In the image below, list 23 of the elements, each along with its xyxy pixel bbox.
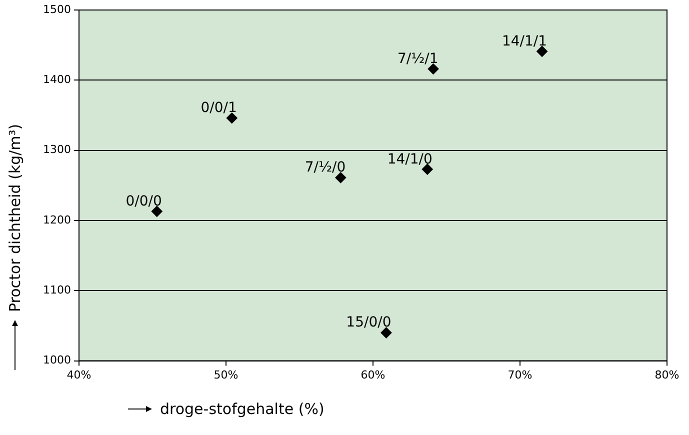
y-tick-label: 1100 bbox=[42, 284, 71, 296]
x-tick-label: 70% bbox=[508, 368, 532, 382]
y-tick-label: 1000 bbox=[42, 354, 71, 367]
annotation: 7/½/0 bbox=[304, 160, 346, 176]
annotation: 0/0/1 bbox=[200, 100, 237, 116]
y-tick-label: 1300 bbox=[42, 143, 71, 156]
y-tick-label: 1500 bbox=[42, 2, 71, 16]
annotation: 7/½/1 bbox=[397, 50, 438, 67]
y-tick-label: 1200 bbox=[42, 213, 71, 226]
x-tick-label: 50% bbox=[214, 368, 238, 382]
x-axis-title: droge-stofgehalte (%) bbox=[160, 400, 324, 418]
annotation: 14/1/0 bbox=[387, 151, 432, 168]
x-tick-label: 80% bbox=[654, 368, 680, 382]
point bbox=[226, 112, 238, 124]
annotation: 15/0/0 bbox=[346, 314, 392, 331]
y-axis-title: Proctor dichtheid (kg/m³) bbox=[6, 124, 24, 312]
x-tick-label: 60% bbox=[360, 368, 386, 382]
y-tick-label: 1400 bbox=[42, 73, 71, 86]
x-tick-label: 40% bbox=[66, 368, 92, 382]
annotation: 14/1/1 bbox=[502, 33, 548, 50]
point bbox=[380, 327, 392, 338]
annotation: 0/0/0 bbox=[126, 193, 162, 210]
point bbox=[335, 172, 346, 184]
